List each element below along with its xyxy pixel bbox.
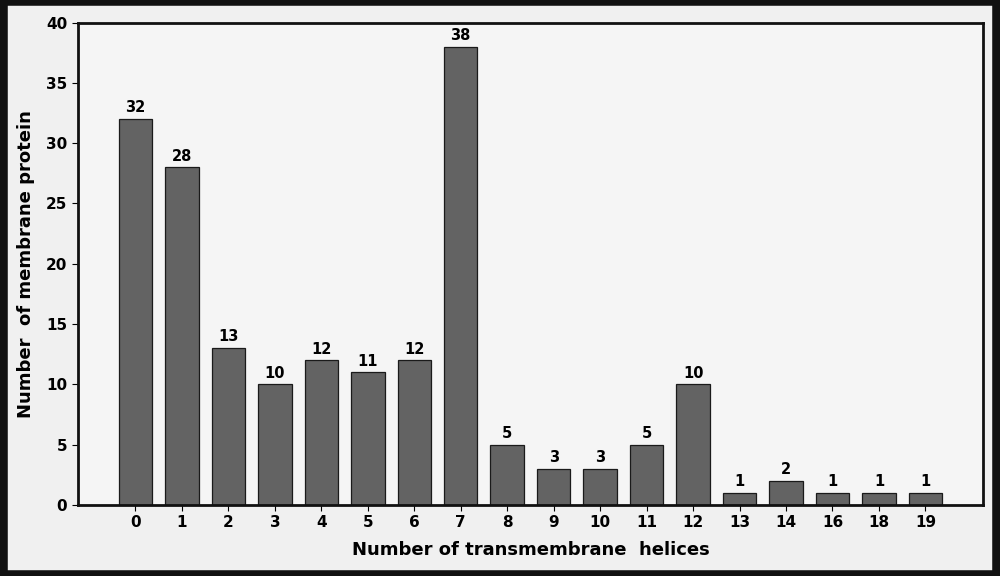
Bar xyxy=(351,372,385,505)
Text: 38: 38 xyxy=(451,28,471,43)
Bar xyxy=(583,469,617,505)
Bar xyxy=(398,360,431,505)
Bar xyxy=(444,47,477,505)
Y-axis label: Number  of membrane protein: Number of membrane protein xyxy=(17,110,35,418)
Bar xyxy=(816,492,849,505)
Bar xyxy=(909,492,942,505)
Text: 10: 10 xyxy=(683,366,703,381)
Text: 10: 10 xyxy=(265,366,285,381)
Bar xyxy=(769,481,803,505)
Bar xyxy=(537,469,570,505)
Bar xyxy=(490,445,524,505)
Text: 12: 12 xyxy=(404,342,424,357)
Bar xyxy=(630,445,663,505)
Text: 5: 5 xyxy=(502,426,512,441)
Text: 1: 1 xyxy=(874,474,884,489)
Text: 2: 2 xyxy=(781,462,791,477)
Text: 28: 28 xyxy=(172,149,192,164)
Bar xyxy=(676,384,710,505)
Text: 1: 1 xyxy=(734,474,745,489)
Bar xyxy=(723,492,756,505)
Bar xyxy=(862,492,896,505)
Text: 32: 32 xyxy=(125,100,146,115)
Text: 5: 5 xyxy=(641,426,652,441)
Bar xyxy=(165,167,199,505)
Text: 1: 1 xyxy=(920,474,931,489)
Bar xyxy=(258,384,292,505)
Text: 11: 11 xyxy=(358,354,378,369)
Bar xyxy=(119,119,152,505)
Bar xyxy=(305,360,338,505)
Text: 13: 13 xyxy=(218,329,239,344)
X-axis label: Number of transmembrane  helices: Number of transmembrane helices xyxy=(352,541,709,559)
Bar xyxy=(212,348,245,505)
Text: 3: 3 xyxy=(549,450,559,465)
Text: 1: 1 xyxy=(827,474,838,489)
Text: 12: 12 xyxy=(311,342,332,357)
Text: 3: 3 xyxy=(595,450,605,465)
